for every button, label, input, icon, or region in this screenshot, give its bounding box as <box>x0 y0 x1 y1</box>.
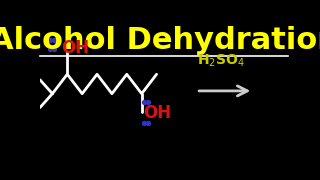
Text: OH: OH <box>61 39 89 57</box>
Text: Alcohol Dehydration: Alcohol Dehydration <box>0 26 320 55</box>
Text: OH: OH <box>143 104 171 122</box>
Text: H$_2$SO$_4$: H$_2$SO$_4$ <box>197 52 245 69</box>
